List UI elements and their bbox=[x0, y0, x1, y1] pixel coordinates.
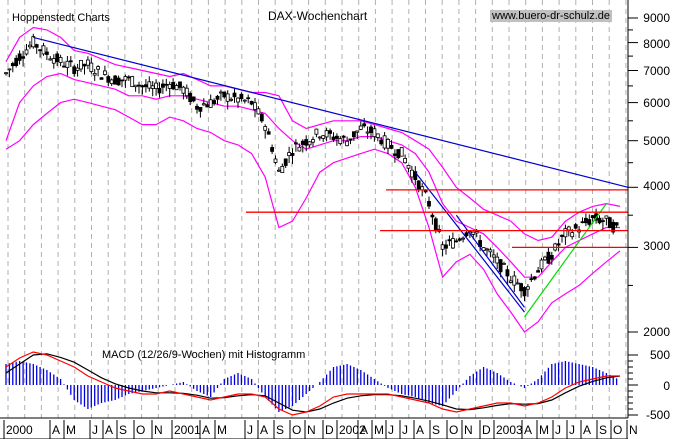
price-candles bbox=[4, 33, 619, 302]
x-axis-label: M bbox=[374, 423, 384, 437]
bollinger-bands bbox=[5, 26, 621, 333]
support-resistance-lines bbox=[246, 189, 628, 249]
x-axis-label: S bbox=[119, 423, 128, 437]
x-axis-label: J bbox=[402, 423, 408, 437]
x-axis-label: A bbox=[583, 423, 592, 437]
macd-tick-minus500: -500 bbox=[645, 408, 670, 422]
x-axis-label: M bbox=[66, 423, 76, 437]
x-axis-label: D bbox=[482, 423, 491, 437]
x-axis-label: A bbox=[360, 423, 369, 437]
x-axis-separators bbox=[3, 420, 628, 439]
axes bbox=[0, 0, 629, 439]
macd-panel bbox=[5, 351, 621, 416]
x-axis-label: A bbox=[260, 423, 269, 437]
chart-title: DAX-Wochenchart bbox=[268, 9, 368, 23]
x-axis-label: J bbox=[388, 423, 394, 437]
y-tick-7000: 7000 bbox=[643, 64, 670, 78]
x-axis-label: A bbox=[105, 423, 114, 437]
x-axis-label: N bbox=[464, 423, 473, 437]
trend-lines bbox=[33, 36, 629, 318]
x-axis-label: O bbox=[613, 423, 623, 437]
y-tick-5000: 5000 bbox=[643, 134, 670, 148]
y-tick-9000: 9000 bbox=[643, 11, 670, 25]
x-axis-label: S bbox=[276, 423, 285, 437]
x-axis-label: 2000 bbox=[6, 423, 33, 437]
x-axis-label: 2003 bbox=[496, 423, 523, 437]
y-tick-2000: 2000 bbox=[643, 325, 670, 339]
vertical-gridlines bbox=[7, 0, 627, 418]
x-axis-label: 2001 bbox=[174, 423, 201, 437]
macd-tick-0: 0 bbox=[663, 379, 670, 393]
x-axis-label: M bbox=[217, 423, 227, 437]
x-axis-label: A bbox=[524, 423, 533, 437]
macd-label: MACD (12/26/9-Wochen) mit Histogramm bbox=[102, 349, 306, 361]
source-label: Hoppenstedt Charts bbox=[12, 12, 110, 24]
x-axis-label: J bbox=[92, 423, 98, 437]
y-tick-8000: 8000 bbox=[643, 37, 670, 51]
x-axis-label: 2002 bbox=[339, 423, 366, 437]
x-axis-label: J bbox=[569, 423, 575, 437]
x-axis-label: J bbox=[555, 423, 561, 437]
macd-tick-500: 500 bbox=[649, 348, 670, 362]
x-axis-label: N bbox=[154, 423, 163, 437]
x-axis-label: M bbox=[539, 423, 549, 437]
x-axis-label: S bbox=[599, 423, 608, 437]
x-axis-label: N bbox=[629, 423, 638, 437]
x-axis-label: A bbox=[416, 423, 425, 437]
website-link[interactable]: www.buero-dr-schulz.de bbox=[490, 10, 612, 22]
y-tick-3000: 3000 bbox=[643, 239, 670, 253]
x-axis-label: A bbox=[52, 423, 61, 437]
y-tick-6000: 6000 bbox=[643, 96, 670, 110]
x-axis-label: A bbox=[202, 423, 211, 437]
x-axis-label: J bbox=[247, 423, 253, 437]
x-axis-label: O bbox=[292, 423, 302, 437]
x-axis-label: N bbox=[307, 423, 316, 437]
x-axis-label: O bbox=[449, 423, 459, 437]
y-axis-ticks bbox=[628, 17, 638, 416]
x-axis-label: D bbox=[325, 423, 334, 437]
y-tick-4000: 4000 bbox=[643, 179, 670, 193]
x-axis-label: S bbox=[432, 423, 441, 437]
x-axis-label: O bbox=[136, 423, 146, 437]
